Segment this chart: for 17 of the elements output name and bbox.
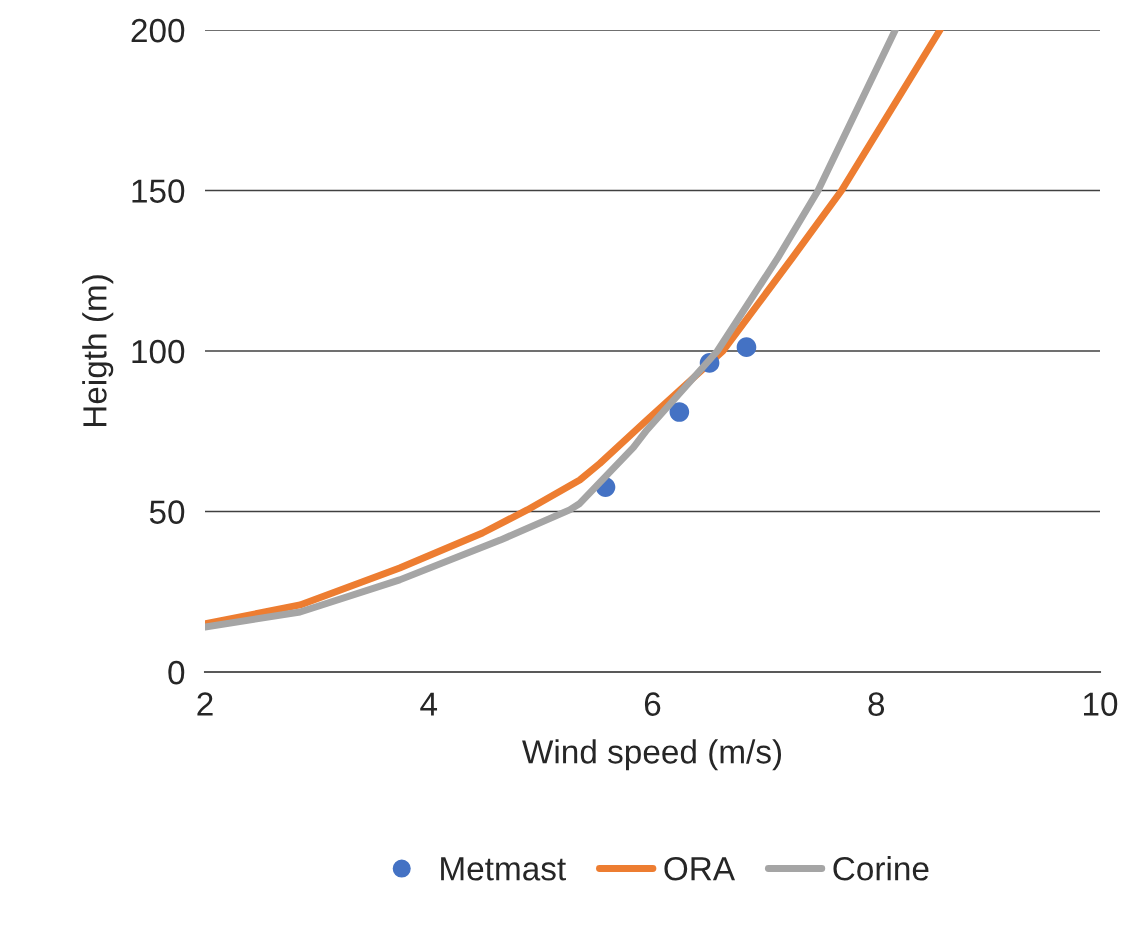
legend-label: Corine [833,856,929,881]
y-tick-label: 200 [131,18,185,43]
x-axis-title: Wind speed (m/s) [522,739,782,771]
legend-label: ORA [664,856,736,881]
legend-label: Metmast [441,857,566,881]
y-axis-title: Heigth (m) [82,275,114,427]
y-tick-label: 0 [168,660,185,685]
y-tick-label: 100 [132,339,185,364]
x-tick-label: 10 [1084,692,1118,716]
y-tick-label: 50 [149,500,185,524]
y-tick-label: 150 [132,179,185,203]
x-tick-label: 8 [868,692,885,716]
x-tick-label: 4 [420,692,438,716]
point [669,402,690,422]
x-tick-label: 2 [197,692,213,716]
point [736,337,757,357]
x-tick-label: 6 [644,692,661,716]
